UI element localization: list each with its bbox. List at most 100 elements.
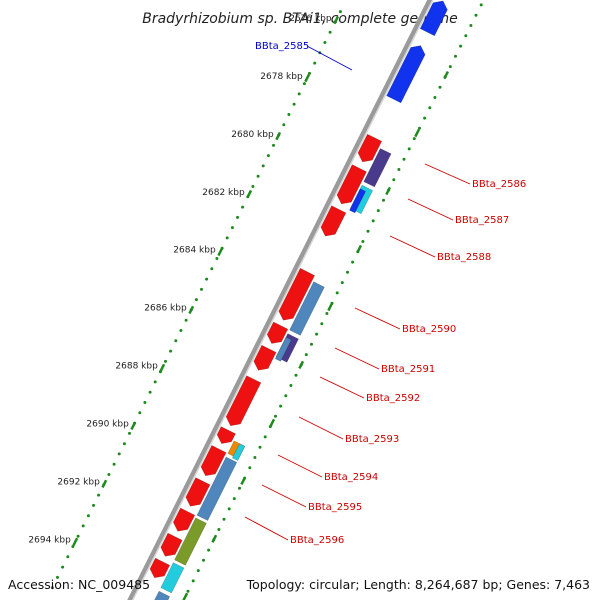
label-leader-line — [298, 416, 344, 440]
gene-feature[interactable] — [160, 532, 183, 557]
tick-dot — [222, 517, 226, 521]
tick-dot — [169, 349, 173, 353]
tick-dot — [205, 277, 209, 281]
kbp-tick-label: 2684 kbp — [173, 246, 216, 256]
backbone-highlight — [131, 0, 434, 600]
gene-label[interactable]: BBta_2593 — [345, 434, 399, 445]
kbp-tick-label: 2680 kbp — [231, 130, 274, 140]
gene-feature[interactable] — [174, 517, 207, 566]
tick-dot — [423, 116, 427, 120]
gene-feature[interactable] — [231, 443, 246, 462]
gene-feature[interactable] — [419, 0, 448, 37]
gene-feature[interactable] — [216, 426, 236, 444]
gene-label[interactable]: BBta_2588 — [437, 252, 491, 263]
label-leader-line — [354, 307, 401, 330]
tick-dot — [61, 565, 65, 569]
tick-dot — [258, 445, 262, 449]
tick-dot — [328, 30, 332, 34]
tick-dot — [376, 209, 380, 213]
tick-dot — [428, 106, 432, 110]
major-tick-right — [211, 534, 218, 543]
major-tick-left — [246, 189, 253, 199]
tick-dot — [92, 503, 95, 507]
gene-feature[interactable] — [185, 477, 211, 507]
tick-dot — [407, 147, 411, 151]
gene-feature[interactable] — [172, 507, 196, 532]
kbp-tick-label: 2676 kbp — [289, 14, 332, 24]
tick-dot — [215, 257, 219, 260]
gene-feature[interactable] — [149, 590, 171, 600]
tick-dot — [248, 466, 252, 470]
gene-label[interactable]: BBta_2587 — [455, 215, 509, 226]
tick-dot — [294, 373, 298, 377]
gene-feature[interactable] — [149, 557, 171, 579]
major-tick-right — [240, 476, 247, 485]
tick-dot — [469, 24, 473, 27]
tick-dot — [346, 270, 349, 274]
tick-dot — [186, 589, 190, 593]
gene-label[interactable]: BBta_2596 — [290, 535, 344, 546]
major-tick-right — [327, 302, 334, 312]
tick-dot — [323, 41, 327, 44]
genome-title: Bradyrhizobium sp. BTAi1, complete genom… — [142, 11, 458, 27]
tick-dot — [438, 85, 442, 89]
gene-label[interactable]: BBta_2586 — [472, 179, 526, 190]
gene-feature[interactable] — [225, 375, 262, 427]
gene-feature[interactable] — [386, 45, 426, 104]
tick-dot — [315, 332, 319, 336]
tick-dot — [253, 456, 257, 459]
kbp-tick-label: 2694 kbp — [28, 536, 71, 546]
gene-feature[interactable] — [196, 456, 238, 521]
tick-dot — [448, 65, 452, 69]
tick-dot — [256, 174, 260, 178]
tick-dot — [112, 462, 116, 466]
tick-dot — [282, 123, 286, 127]
tick-dot — [194, 298, 198, 302]
tick-dot — [279, 404, 283, 408]
gene-feature[interactable] — [363, 148, 392, 188]
major-tick-left — [159, 363, 166, 373]
gene-label[interactable]: BBta_2590 — [402, 324, 456, 335]
gene-feature[interactable] — [160, 562, 185, 594]
gene-feature[interactable] — [289, 281, 325, 336]
gene-feature[interactable] — [253, 344, 277, 371]
major-tick-left — [188, 305, 195, 315]
tick-dot — [153, 380, 157, 384]
tick-dot — [474, 13, 478, 17]
tick-dot — [320, 322, 324, 326]
tick-dot — [164, 359, 167, 363]
tick-dot — [66, 555, 70, 559]
gene-feature[interactable] — [274, 336, 292, 362]
gene-feature-layer — [149, 0, 448, 600]
gene-label[interactable]: BBta_2585 — [255, 41, 309, 52]
tick-dot — [459, 44, 463, 48]
gene-feature[interactable] — [349, 188, 367, 214]
label-leader-line — [277, 454, 323, 478]
gene-feature[interactable] — [320, 205, 347, 237]
kbp-tick-label: 2682 kbp — [202, 188, 245, 198]
gene-label[interactable]: BBta_2591 — [381, 364, 435, 375]
gene-feature[interactable] — [357, 133, 383, 163]
tick-dot — [191, 579, 195, 583]
major-tick-left — [304, 73, 311, 83]
gene-feature[interactable] — [200, 444, 227, 477]
gene-feature[interactable] — [336, 164, 367, 205]
gene-label-layer: BBta_2585 BBta_2586 BBta_2587 BBta_2588 BBta… — [255, 41, 526, 546]
tick-dot — [241, 205, 245, 209]
kbp-tick-label: 2686 kbp — [144, 304, 187, 314]
tick-dot — [232, 497, 236, 501]
tick-dot — [266, 154, 270, 158]
tick-dot — [227, 507, 231, 511]
gene-feature[interactable] — [266, 321, 289, 344]
accession-text: Accession: NC_009485 — [8, 577, 151, 592]
gene-label[interactable]: BBta_2595 — [308, 502, 362, 513]
gene-label[interactable]: BBta_2594 — [324, 472, 378, 483]
gene-label[interactable]: BBta_2592 — [366, 393, 420, 404]
tick-dot — [128, 431, 131, 435]
tick-dot — [210, 267, 214, 271]
tick-dot — [361, 240, 365, 243]
kbp-tick-label: 2678 kbp — [260, 72, 303, 82]
tick-dot — [81, 524, 85, 528]
gene-feature[interactable] — [278, 267, 316, 321]
